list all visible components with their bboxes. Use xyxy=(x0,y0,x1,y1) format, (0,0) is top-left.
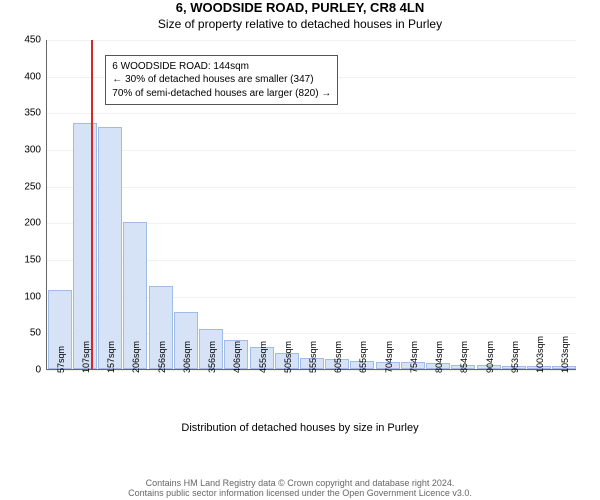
x-tick-label: 157sqm xyxy=(106,341,116,373)
x-tick-label: 356sqm xyxy=(207,341,217,373)
histogram-bar xyxy=(98,127,122,369)
gridline xyxy=(47,40,576,41)
annotation-line: 70% of semi-detached houses are larger (… xyxy=(112,87,331,101)
x-tick-label: 406sqm xyxy=(232,341,242,373)
histogram-bar xyxy=(73,123,97,369)
x-tick-label: 953sqm xyxy=(510,341,520,373)
y-tick-label: 200 xyxy=(24,218,47,229)
x-tick-label: 455sqm xyxy=(258,341,268,373)
y-tick-label: 250 xyxy=(24,181,47,192)
x-tick-label: 306sqm xyxy=(182,341,192,373)
x-tick-label: 904sqm xyxy=(485,341,495,373)
x-tick-label: 605sqm xyxy=(333,341,343,373)
footer-attribution: Contains HM Land Registry data © Crown c… xyxy=(0,478,600,498)
gridline xyxy=(47,187,576,188)
footer-line-2: Contains public sector information licen… xyxy=(0,488,600,498)
x-tick-label: 655sqm xyxy=(358,341,368,373)
chart-container: Number of detached properties 0501001502… xyxy=(0,36,600,436)
x-tick-label: 854sqm xyxy=(459,341,469,373)
reference-line xyxy=(91,40,93,369)
y-tick-label: 0 xyxy=(35,365,47,376)
y-tick-label: 50 xyxy=(30,328,47,339)
x-tick-label: 57sqm xyxy=(56,346,66,373)
gridline xyxy=(47,113,576,114)
y-tick-label: 150 xyxy=(24,255,47,266)
footer-line-1: Contains HM Land Registry data © Crown c… xyxy=(0,478,600,488)
annotation-line: 6 WOODSIDE ROAD: 144sqm xyxy=(112,60,331,74)
y-tick-label: 300 xyxy=(24,145,47,156)
chart-title: 6, WOODSIDE ROAD, PURLEY, CR8 4LN xyxy=(0,0,600,15)
x-tick-label: 754sqm xyxy=(409,341,419,373)
y-tick-label: 100 xyxy=(24,291,47,302)
x-tick-label: 555sqm xyxy=(308,341,318,373)
x-tick-label: 1053sqm xyxy=(560,336,570,373)
y-tick-label: 350 xyxy=(24,108,47,119)
chart-subtitle: Size of property relative to detached ho… xyxy=(0,17,600,31)
x-tick-label: 206sqm xyxy=(131,341,141,373)
y-tick-label: 450 xyxy=(24,35,47,46)
y-tick-label: 400 xyxy=(24,71,47,82)
x-tick-label: 704sqm xyxy=(384,341,394,373)
x-axis-label: Distribution of detached houses by size … xyxy=(0,422,600,434)
gridline xyxy=(47,150,576,151)
x-tick-label: 804sqm xyxy=(434,341,444,373)
annotation-box: 6 WOODSIDE ROAD: 144sqm← 30% of detached… xyxy=(105,55,338,106)
annotation-line: ← 30% of detached houses are smaller (34… xyxy=(112,73,331,87)
x-tick-label: 256sqm xyxy=(157,341,167,373)
x-tick-label: 1003sqm xyxy=(535,336,545,373)
x-tick-label: 505sqm xyxy=(283,341,293,373)
x-tick-label: 107sqm xyxy=(81,341,91,373)
plot-area: 05010015020025030035040045057sqm107sqm15… xyxy=(46,40,576,370)
